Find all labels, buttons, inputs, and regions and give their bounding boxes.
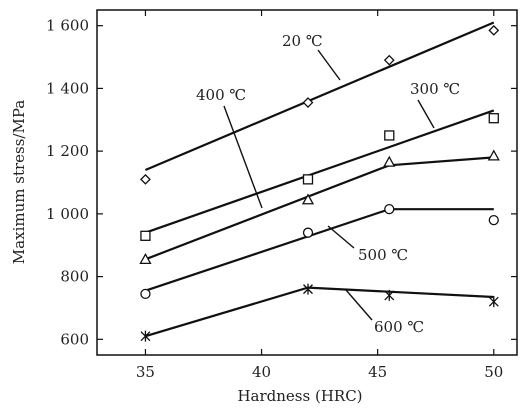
- y-tick-label: 600: [60, 330, 89, 348]
- data-point: [488, 296, 499, 308]
- series-markers: [139, 24, 500, 342]
- series-label-leader: [417, 99, 435, 129]
- data-point: [488, 24, 500, 36]
- data-point: [383, 54, 395, 66]
- data-point: [302, 227, 314, 238]
- series-label: 600 ℃: [374, 318, 424, 336]
- series-label-leader: [327, 225, 355, 249]
- data-point: [384, 289, 395, 301]
- series-line: [145, 109, 495, 234]
- data-point: [384, 130, 395, 141]
- y-tick-label: 1 400: [46, 79, 89, 97]
- series-label: 400 ℃: [196, 86, 246, 104]
- series-label-leader: [345, 289, 373, 321]
- data-point: [140, 288, 151, 299]
- series-lines: [144, 21, 495, 338]
- x-tick-label: 35: [136, 363, 155, 381]
- y-tick-label: 800: [60, 268, 89, 286]
- data-point: [384, 204, 395, 215]
- y-axis: 600 800 1 000 1 200 1 400 1 600: [46, 17, 517, 348]
- data-point: [488, 113, 499, 124]
- x-tick-label: 45: [368, 363, 387, 381]
- series-labels: 20 ℃ 300 ℃ 400 ℃ 500 ℃ 600 ℃: [196, 32, 460, 336]
- data-point: [140, 173, 151, 185]
- series-label-leader: [223, 105, 263, 209]
- series-line: [144, 21, 495, 172]
- y-tick-label: 1 600: [46, 17, 89, 35]
- series-line: [145, 286, 494, 338]
- x-tick-label: 40: [252, 363, 271, 381]
- x-axis-title: Hardness (HRC): [237, 387, 362, 405]
- plot-frame: [96, 9, 518, 356]
- y-tick-label: 1 200: [46, 142, 89, 160]
- series-label: 500 ℃: [358, 246, 408, 264]
- series-label: 300 ℃: [410, 80, 460, 98]
- data-point: [302, 174, 314, 185]
- y-tick-label: 1 000: [46, 205, 89, 223]
- series-label-leader: [317, 49, 341, 81]
- data-point: [303, 283, 313, 295]
- x-tick-label: 50: [484, 363, 503, 381]
- x-axis: 35 40 45 50: [136, 10, 503, 381]
- series-line: [145, 208, 494, 292]
- data-point: [488, 214, 499, 226]
- data-point: [301, 193, 315, 205]
- series-label: 20 ℃: [282, 32, 323, 50]
- data-point: [302, 97, 314, 108]
- data-point: [487, 149, 500, 161]
- data-point: [140, 330, 151, 342]
- data-point: [140, 230, 151, 241]
- data-point: [383, 155, 396, 167]
- data-point: [139, 253, 152, 264]
- y-axis-title: Maximum stress/MPa: [10, 100, 28, 264]
